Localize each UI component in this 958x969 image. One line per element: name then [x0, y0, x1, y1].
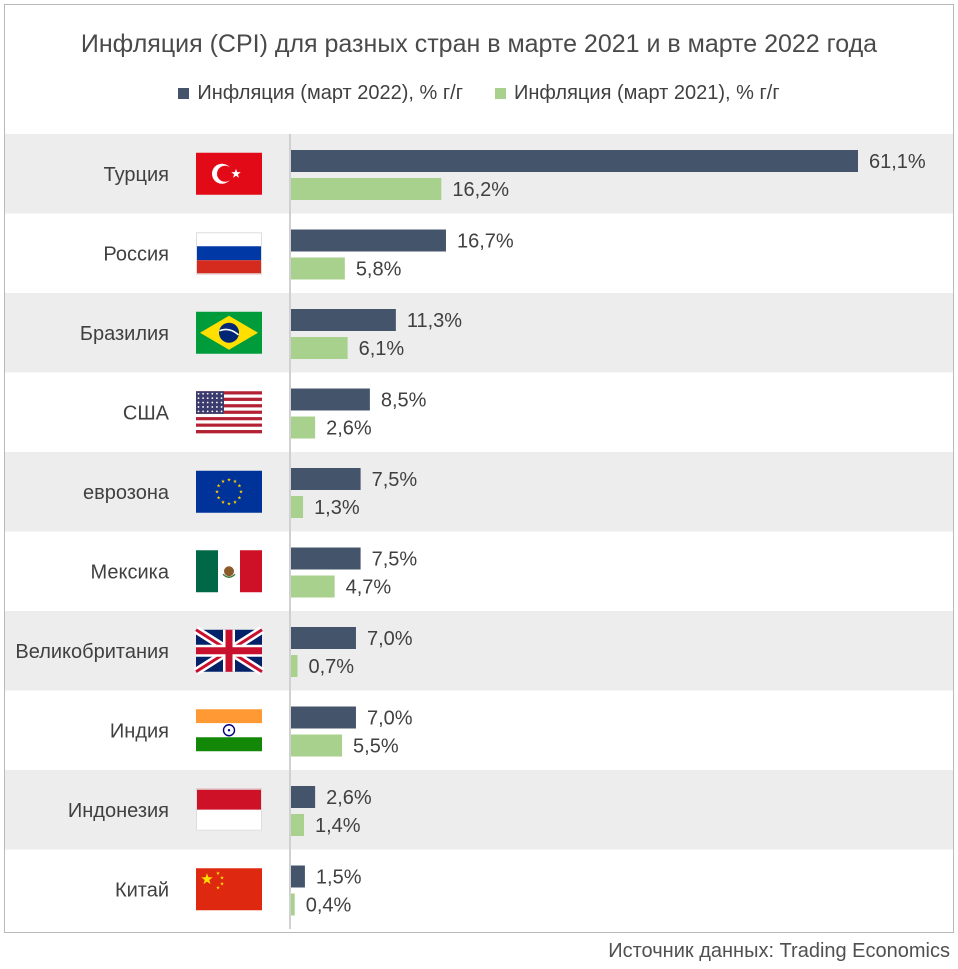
uk-flag-icon [193, 626, 265, 676]
bar-2022-mexico [291, 547, 361, 570]
bar-2022-india [291, 706, 356, 729]
value-label-2021-turkey: 16,2% [452, 179, 509, 201]
turkey-flag-icon [196, 152, 262, 195]
bar-2022-indonesia [291, 786, 316, 808]
legend-item-2022: Инфляция (март 2022), % г/г [178, 82, 463, 105]
value-label-2021-brazil: 6,1% [359, 338, 405, 360]
category-label-brazil: Бразилия [80, 323, 169, 345]
row-band-china [5, 849, 953, 929]
row-band-india [5, 690, 953, 770]
row-band-turkey [5, 134, 953, 214]
value-label-2021-russia: 5,8% [356, 259, 402, 281]
bar-2022-russia [291, 229, 446, 252]
legend-swatch-2021 [495, 88, 506, 99]
chart-title: Инфляция (CPI) для разных стран в марте … [80, 30, 878, 58]
bar-2022-brazil [291, 309, 396, 331]
russia-flag-icon [196, 232, 262, 275]
bar-2021-turkey [291, 178, 442, 200]
row-band-brazil [5, 293, 953, 373]
eu-flag-icon [196, 470, 262, 513]
mexico-flag-icon [196, 550, 262, 593]
value-label-2021-uk: 0,7% [308, 656, 354, 678]
bar-2021-brazil [291, 337, 348, 359]
value-label-2022-indonesia: 2,6% [326, 787, 372, 809]
india-flag-icon [196, 709, 262, 752]
value-label-2021-indonesia: 1,4% [315, 815, 361, 837]
value-label-2022-eu: 7,5% [372, 469, 418, 491]
category-label-usa: США [123, 402, 170, 424]
bar-2022-uk [291, 627, 356, 649]
source-note: Источник данных: Trading Economics [608, 940, 950, 962]
category-label-russia: Россия [103, 243, 169, 265]
row-band-eu [5, 452, 953, 532]
category-label-turkey: Турция [104, 164, 169, 186]
legend-label-2022: Инфляция (март 2022), % г/г [197, 82, 463, 104]
value-label-2022-india: 7,0% [367, 708, 413, 730]
bar-2021-india [291, 734, 343, 757]
value-label-2021-india: 5,5% [353, 736, 399, 758]
category-label-indonesia: Индонезия [68, 800, 169, 822]
bar-2021-china [291, 893, 295, 916]
china-flag-icon [196, 868, 262, 911]
value-label-2022-mexico: 7,5% [372, 549, 418, 571]
category-label-mexico: Мексика [91, 561, 170, 583]
value-label-2022-turkey: 61,1% [869, 151, 926, 173]
brazil-flag-icon [196, 311, 262, 354]
category-label-uk: Великобритания [15, 641, 169, 663]
bar-chart-plot: Турция 61,1% 16,2% Россия 16,7% 5,8% Бразилия 1… [5, 134, 953, 929]
row-band-usa [5, 372, 953, 452]
value-label-2021-china: 0,4% [306, 895, 352, 917]
value-label-2021-eu: 1,3% [314, 497, 360, 519]
row-band-russia [5, 213, 953, 293]
bar-2021-uk [291, 655, 298, 677]
bar-2021-eu [291, 496, 304, 518]
value-label-2021-mexico: 4,7% [346, 577, 392, 599]
value-label-2022-brazil: 11,3% [407, 310, 462, 332]
row-band-indonesia [5, 770, 953, 850]
bar-2021-usa [291, 416, 316, 439]
bar-2022-turkey [291, 150, 858, 172]
bar-2021-indonesia [291, 814, 304, 836]
category-label-china: Китай [115, 879, 169, 901]
bar-2022-eu [291, 468, 361, 490]
legend-swatch-2022 [178, 88, 190, 99]
category-label-india: Индия [110, 720, 169, 742]
row-band-uk [5, 611, 953, 691]
value-label-2022-russia: 16,7% [457, 231, 514, 253]
value-label-2021-usa: 2,6% [326, 418, 372, 440]
bar-2021-russia [291, 257, 345, 280]
usa-flag-icon [196, 391, 262, 434]
value-label-2022-china: 1,5% [316, 867, 362, 889]
legend-label-2021: Инфляция (март 2021), % г/г [514, 82, 780, 104]
legend-item-2021: Инфляция (март 2021), % г/г [495, 82, 780, 105]
indonesia-flag-icon [196, 788, 262, 831]
row-band-mexico [5, 531, 953, 611]
bar-2022-usa [291, 388, 370, 411]
bar-2021-mexico [291, 575, 335, 598]
category-label-eu: еврозона [83, 482, 170, 504]
bar-2022-china [291, 865, 305, 888]
value-label-2022-usa: 8,5% [381, 390, 427, 412]
value-label-2022-uk: 7,0% [367, 628, 413, 650]
legend: Инфляция (март 2022), % г/г Инфляция (ма… [0, 82, 958, 105]
